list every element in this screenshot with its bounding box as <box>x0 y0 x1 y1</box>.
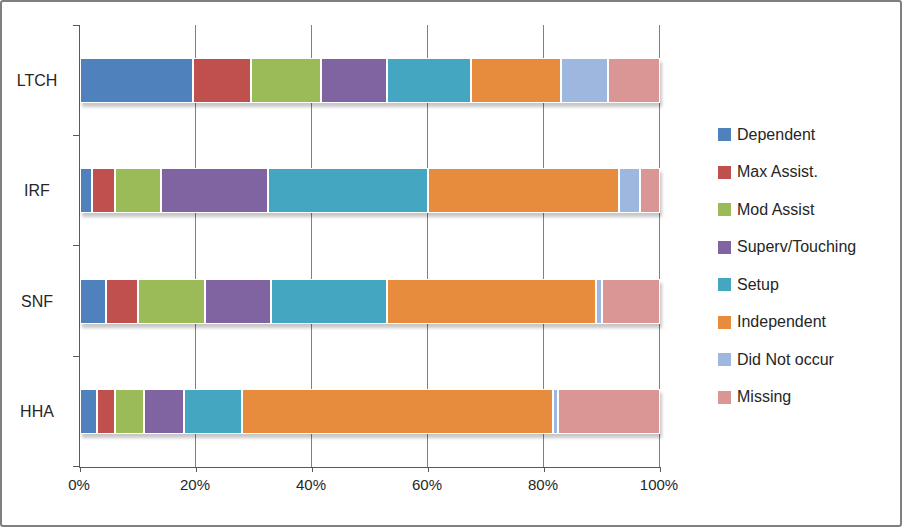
segment-snf-dependent <box>80 279 106 324</box>
bar-hha <box>80 389 660 434</box>
legend-label-superv-touching: Superv/Touching <box>737 238 856 256</box>
segment-hha-missing <box>558 389 660 434</box>
category-label-snf: SNF <box>2 279 72 324</box>
category-label-hha: HHA <box>2 389 72 434</box>
legend-marker-dependent <box>718 128 731 141</box>
bar-ltch <box>80 58 660 103</box>
segment-snf-max-assist <box>106 279 138 324</box>
legend-label-missing: Missing <box>737 388 791 406</box>
legend-item-max-assist: Max Assist. <box>718 154 856 192</box>
x-axis-tick-80 <box>544 467 545 472</box>
segment-snf-mod-assist <box>138 279 205 324</box>
segment-irf-did-not-occur <box>619 168 639 213</box>
legend-marker-did-not-occur <box>718 353 731 366</box>
legend-item-independent: Independent <box>718 304 856 342</box>
y-axis-tick-3 <box>73 356 80 357</box>
legend-marker-max-assist <box>718 166 731 179</box>
x-axis-label-40: 40% <box>296 476 326 493</box>
legend: Dependent Max Assist. Mod Assist Superv/Tou… <box>718 116 856 416</box>
legend-marker-superv-touching <box>718 241 731 254</box>
x-axis-tick-40 <box>312 467 313 472</box>
segment-ltch-dependent <box>80 58 193 103</box>
y-axis-tick-4 <box>73 466 80 467</box>
x-axis-label-80: 80% <box>528 476 558 493</box>
x-axis-label-60: 60% <box>412 476 442 493</box>
segment-irf-setup <box>268 168 428 213</box>
segment-hha-mod-assist <box>115 389 144 434</box>
segment-snf-missing <box>602 279 660 324</box>
legend-label-max-assist: Max Assist. <box>737 163 818 181</box>
legend-item-superv-touching: Superv/Touching <box>718 229 856 267</box>
segment-irf-independent <box>428 168 619 213</box>
segment-ltch-mod-assist <box>251 58 321 103</box>
legend-marker-independent <box>718 316 731 329</box>
legend-label-dependent: Dependent <box>737 126 815 144</box>
legend-item-setup: Setup <box>718 266 856 304</box>
segment-ltch-did-not-occur <box>561 58 607 103</box>
segment-irf-max-assist <box>92 168 115 213</box>
segment-hha-max-assist <box>97 389 114 434</box>
legend-marker-mod-assist <box>718 203 731 216</box>
x-axis-tick-60 <box>428 467 429 472</box>
x-axis-tick-0 <box>80 467 81 472</box>
legend-marker-missing <box>718 391 731 404</box>
bar-snf <box>80 279 660 324</box>
legend-label-did-not-occur: Did Not occur <box>737 351 834 369</box>
x-axis-label-100: 100% <box>640 476 678 493</box>
chart-canvas: LTCH IRF SNF HHA 0% 20% 40% 60% 80% 100% Depende… <box>0 0 902 527</box>
legend-item-mod-assist: Mod Assist <box>718 191 856 229</box>
segment-snf-superv-touching <box>205 279 272 324</box>
legend-label-mod-assist: Mod Assist <box>737 201 814 219</box>
y-axis-tick-2 <box>73 245 80 246</box>
y-axis-tick-0 <box>73 25 80 26</box>
category-label-irf: IRF <box>2 168 72 213</box>
legend-marker-setup <box>718 278 731 291</box>
segment-snf-independent <box>387 279 596 324</box>
segment-irf-mod-assist <box>115 168 161 213</box>
segment-ltch-max-assist <box>193 58 251 103</box>
legend-label-independent: Independent <box>737 313 826 331</box>
segment-hha-dependent <box>80 389 97 434</box>
legend-item-did-not-occur: Did Not occur <box>718 341 856 379</box>
bar-irf <box>80 168 660 213</box>
segment-hha-independent <box>242 389 552 434</box>
plot-area <box>79 25 660 468</box>
y-axis-tick-1 <box>73 135 80 136</box>
segment-irf-missing <box>640 168 660 213</box>
segment-ltch-missing <box>608 58 660 103</box>
segment-hha-setup <box>184 389 242 434</box>
segment-ltch-independent <box>471 58 561 103</box>
segment-hha-superv-touching <box>144 389 185 434</box>
segment-irf-dependent <box>80 168 92 213</box>
segment-irf-superv-touching <box>161 168 268 213</box>
legend-label-setup: Setup <box>737 276 779 294</box>
category-label-ltch: LTCH <box>2 58 72 103</box>
legend-item-dependent: Dependent <box>718 116 856 154</box>
segment-snf-setup <box>271 279 387 324</box>
legend-item-missing: Missing <box>718 379 856 417</box>
x-axis-tick-20 <box>196 467 197 472</box>
x-axis-label-0: 0% <box>68 476 90 493</box>
segment-ltch-setup <box>387 58 471 103</box>
segment-ltch-superv-touching <box>321 58 388 103</box>
x-axis-label-20: 20% <box>180 476 210 493</box>
x-axis-tick-100 <box>660 467 661 472</box>
